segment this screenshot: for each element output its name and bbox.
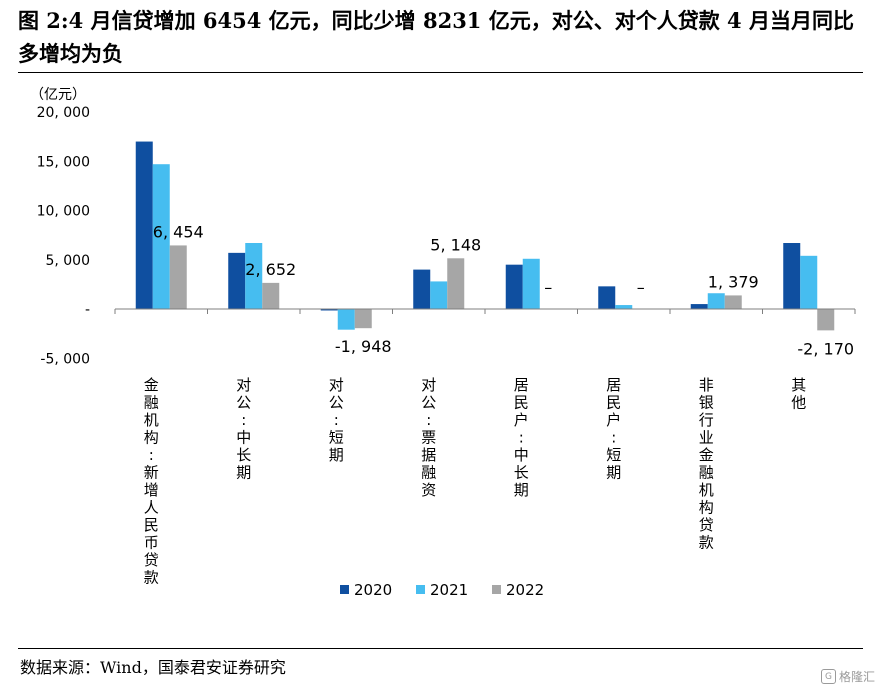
bar-2021-5 — [615, 305, 633, 309]
y-tick-label: -5, 000 — [40, 351, 90, 367]
watermark: G 格隆汇 — [820, 668, 875, 685]
bar-2022-2 — [354, 309, 372, 329]
x-category-label-2: 对公:短期 — [329, 376, 344, 464]
legend-swatch-2022 — [492, 585, 501, 594]
x-category-label-1: 对公:中长期 — [236, 376, 251, 482]
bar-2021-0 — [152, 164, 170, 309]
x-category-label-0: 金融机构:新增人民币贷款 — [144, 376, 159, 587]
bar-2022-6 — [724, 295, 742, 309]
bottom-rule — [18, 648, 863, 649]
bar-2020-4 — [505, 264, 523, 309]
bar-2021-6 — [707, 293, 725, 309]
bar-2021-4 — [522, 258, 540, 309]
y-unit-label: （亿元） — [30, 87, 86, 103]
data-label-2022-3: 5, 148 — [430, 235, 481, 254]
data-label-2022-5: – — [637, 278, 645, 297]
legend-label-2021: 2021 — [430, 581, 468, 599]
data-label-2022-0: 6, 454 — [153, 222, 204, 241]
bar-2020-0 — [135, 141, 153, 309]
y-tick-label: 20, 000 — [37, 105, 90, 121]
legend-label-2020: 2020 — [354, 581, 392, 599]
figure-title: 图 2:4 月信贷增加 6454 亿元，同比少增 8231 亿元，对公、对个人贷… — [18, 8, 854, 66]
data-label-2022-4: – — [544, 278, 552, 297]
data-label-2022-1: 2, 652 — [245, 260, 296, 279]
bar-2020-6 — [690, 304, 708, 309]
bar-2020-3 — [413, 269, 431, 309]
bar-2021-1 — [245, 243, 263, 309]
legend-label-2022: 2022 — [506, 581, 544, 599]
bar-2022-0 — [169, 245, 187, 309]
y-tick-label: 15, 000 — [37, 154, 90, 170]
y-tick-label: 10, 000 — [37, 204, 90, 220]
x-category-label-7: 其他 — [791, 376, 806, 412]
data-label-2022-6: 1, 379 — [708, 272, 759, 291]
y-tick-label: - — [85, 302, 90, 318]
bar-2020-5 — [598, 286, 616, 309]
top-rule — [18, 72, 863, 73]
watermark-text: 格隆汇 — [838, 670, 875, 684]
bar-chart: （亿元） 20, 000 15, 000 10, 000 5, 000 - -5, 000 6… — [30, 87, 856, 599]
bar-2020-1 — [228, 252, 246, 309]
data-label-2022-2: -1, 948 — [335, 337, 392, 356]
x-category-label-3: 对公:票据融资 — [421, 376, 436, 499]
bar-2021-2 — [337, 309, 355, 330]
data-label-2022-7: -2, 170 — [797, 339, 854, 358]
legend-swatch-2021 — [416, 585, 425, 594]
source-note: 数据来源：Wind，国泰君安证券研究 — [20, 658, 286, 677]
bar-2022-7 — [817, 309, 835, 331]
bar-2021-7 — [800, 255, 818, 309]
bar-2020-7 — [783, 243, 801, 309]
bar-2022-1 — [262, 282, 280, 309]
x-category-label-6: 非银行业金融机构贷款 — [699, 376, 714, 552]
x-category-label-4: 居民户:中长期 — [514, 376, 529, 499]
watermark-logo-icon: G — [820, 669, 836, 684]
x-category-label-5: 居民户:短期 — [606, 376, 621, 482]
y-tick-label: 5, 000 — [45, 253, 90, 269]
legend-swatch-2020 — [340, 585, 349, 594]
bar-2022-3 — [447, 258, 465, 309]
bar-2021-3 — [430, 281, 448, 309]
bar-2020-2 — [320, 309, 338, 311]
